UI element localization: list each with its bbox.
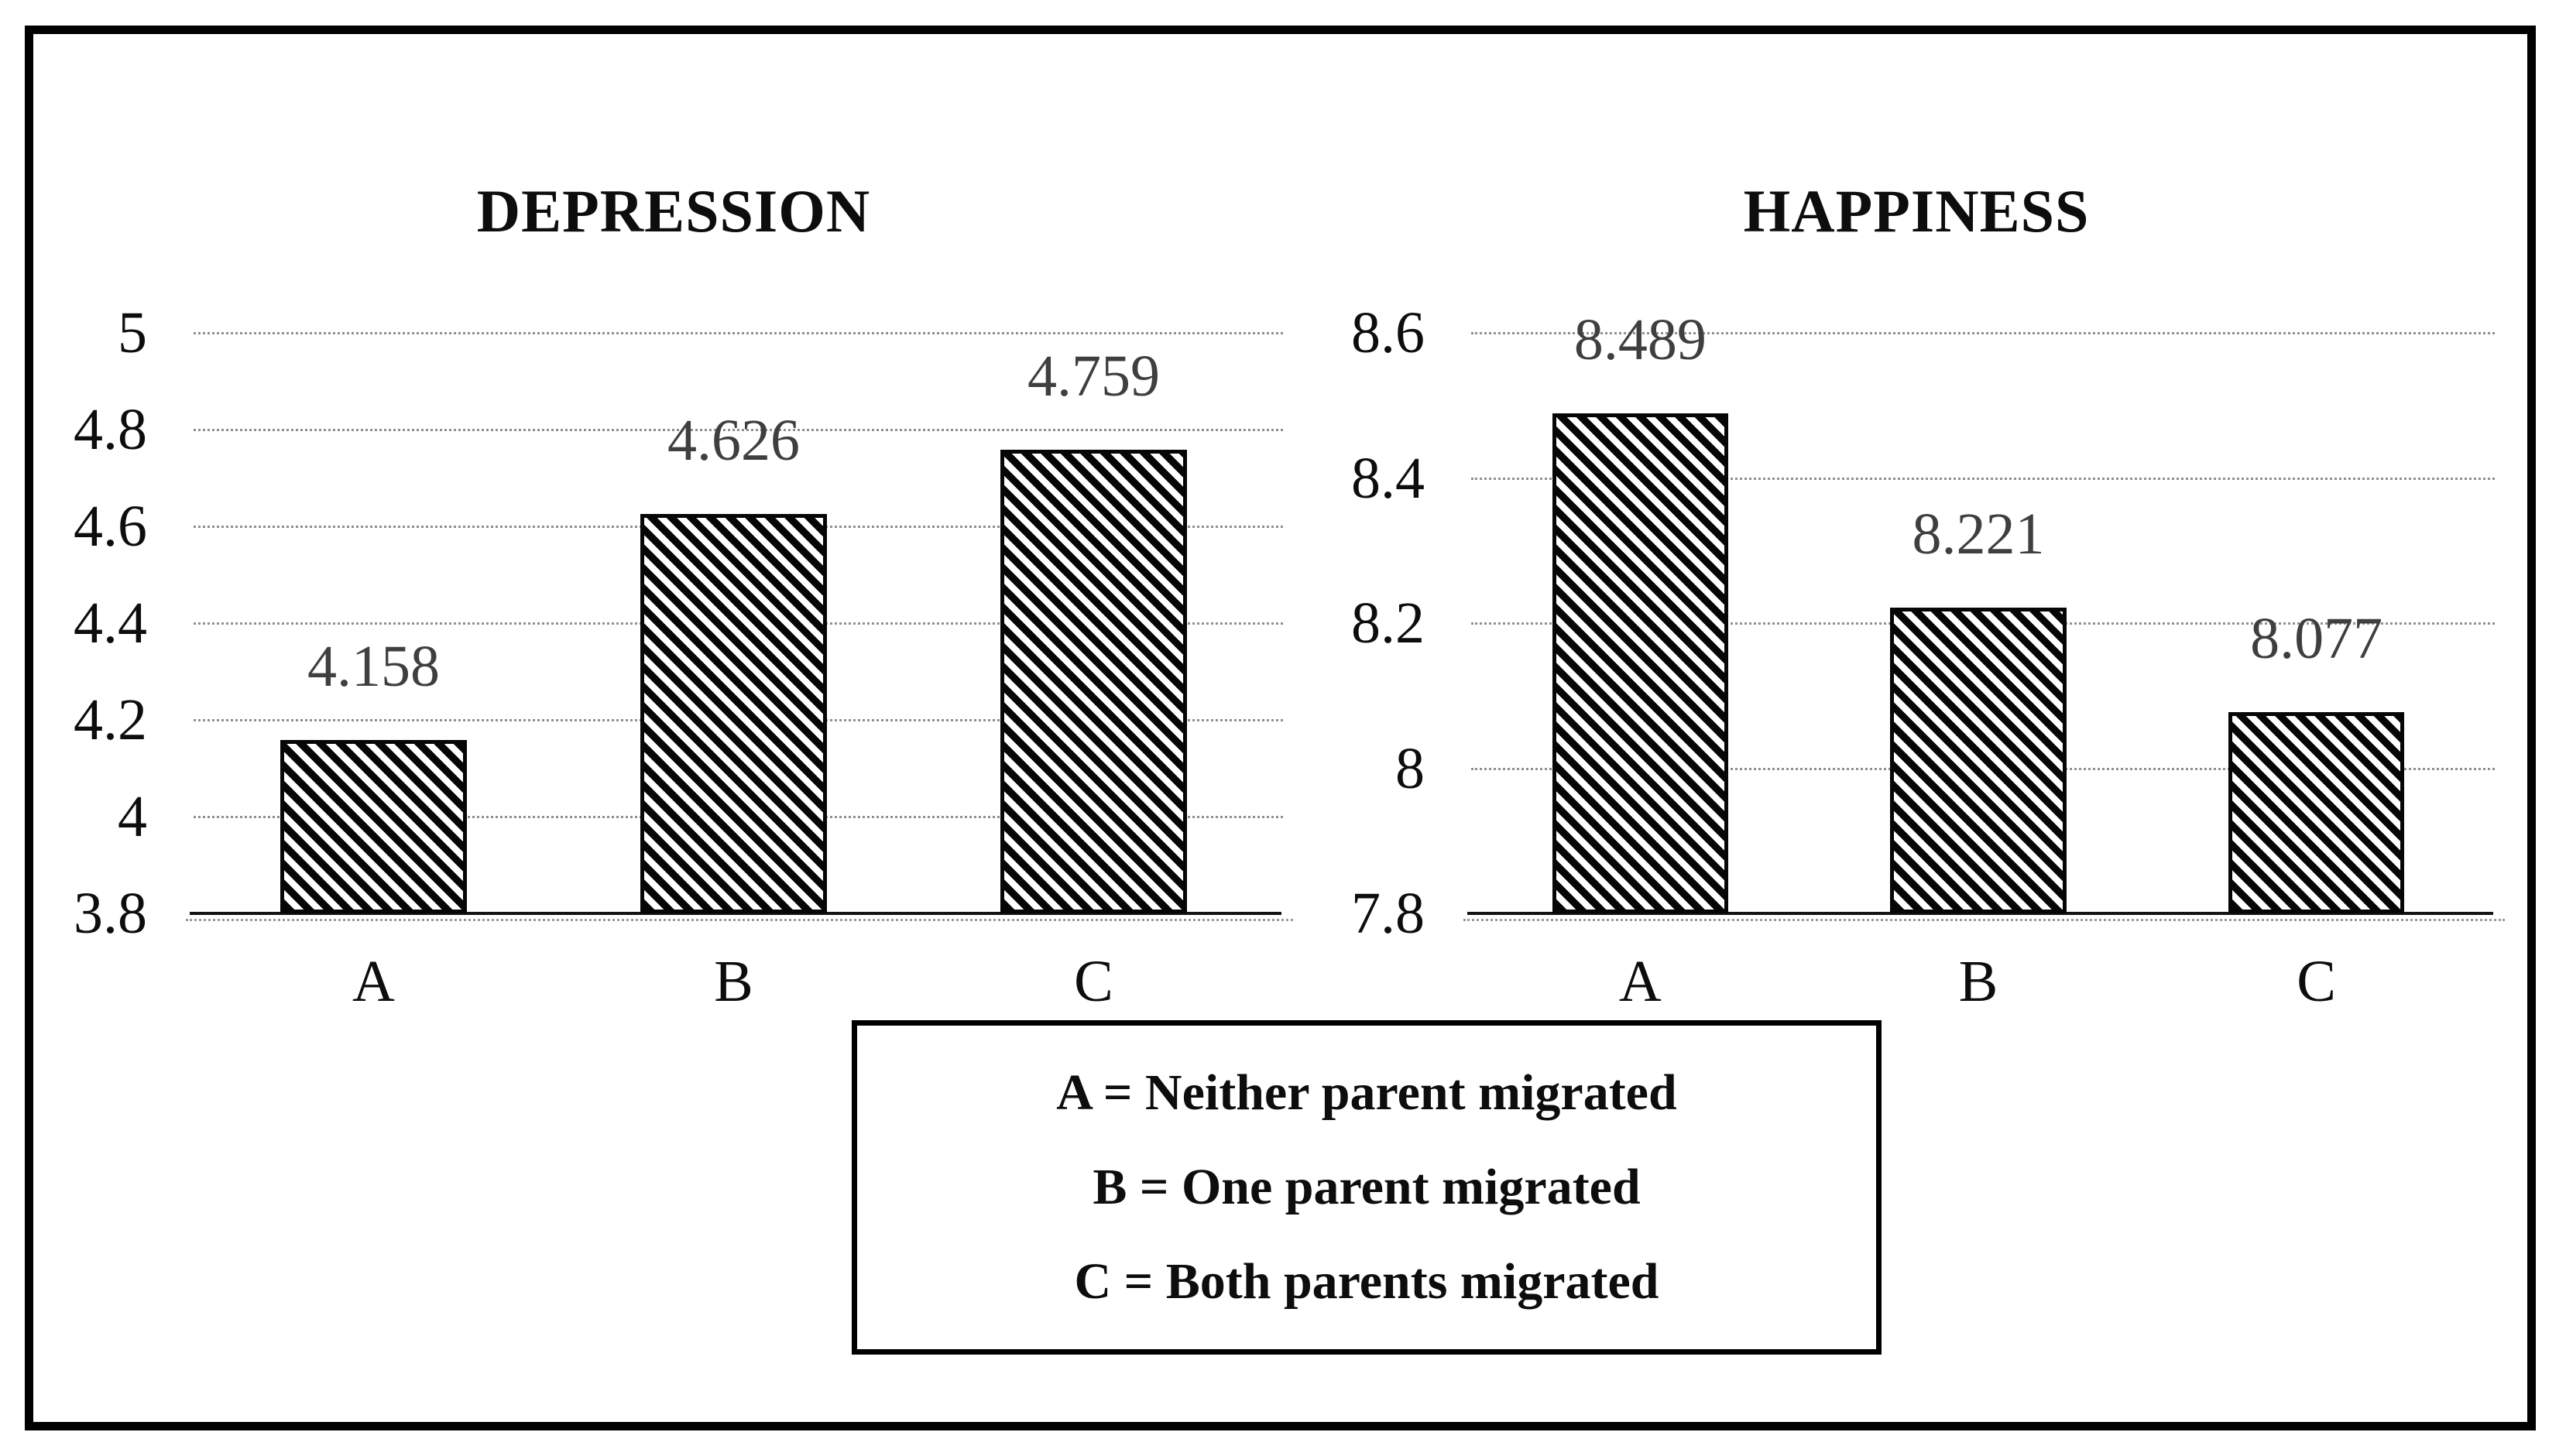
y-tick-label: 4.6 [74, 494, 147, 559]
depression-chart-title: DEPRESSION [476, 177, 871, 245]
bar-value-label: 4.158 [307, 634, 440, 700]
legend-item-b: B = One parent migrated [1093, 1159, 1641, 1215]
x-axis-dotted-shadow [1463, 919, 2505, 921]
category-label-b: B [714, 949, 753, 1014]
y-tick-label: 7.8 [1351, 881, 1425, 946]
bar-a [280, 740, 468, 913]
bar-b [1890, 608, 2067, 913]
y-tick-label: 8.6 [1351, 300, 1425, 365]
bar-value-label: 8.077 [2250, 606, 2383, 672]
gridline [1471, 332, 2495, 334]
bar-value-label: 8.221 [1912, 502, 2045, 567]
category-label-c: C [2297, 949, 2336, 1014]
bar-value-label: 4.759 [1027, 343, 1160, 409]
y-tick-label: 5 [118, 300, 147, 365]
y-tick-label: 4.8 [74, 397, 147, 462]
gridline [1471, 477, 2495, 480]
bar-a [1552, 413, 1728, 913]
outer-frame-border [25, 26, 2536, 1430]
category-label-a: A [1618, 949, 1662, 1014]
x-axis-dotted-shadow [186, 919, 1293, 921]
gridline [194, 332, 1283, 334]
bar-value-label: 8.489 [1573, 307, 1707, 373]
gridline [194, 429, 1283, 431]
category-label-c: C [1074, 949, 1113, 1014]
x-axis-line [1467, 912, 2493, 915]
y-tick-label: 4.2 [74, 687, 147, 752]
bar-c [2228, 712, 2405, 913]
y-tick-label: 4 [118, 784, 147, 849]
x-axis-line [190, 912, 1281, 915]
y-tick-label: 3.8 [74, 881, 147, 946]
y-tick-label: 8.4 [1351, 445, 1425, 511]
y-tick-label: 8.2 [1351, 591, 1425, 656]
bar-b [640, 513, 828, 913]
legend-box: A = Neither parent migrated B = One pare… [852, 1020, 1882, 1355]
category-label-b: B [1958, 949, 1998, 1014]
category-label-a: A [352, 949, 395, 1014]
legend-item-c: C = Both parents migrated [1074, 1253, 1659, 1310]
y-tick-label: 8 [1395, 735, 1425, 801]
bar-c [1000, 449, 1188, 913]
y-tick-label: 4.4 [74, 591, 147, 656]
legend-item-a: A = Neither parent migrated [1056, 1064, 1677, 1121]
happiness-chart-title: HAPPINESS [1743, 177, 2090, 245]
bar-value-label: 4.626 [667, 407, 800, 473]
